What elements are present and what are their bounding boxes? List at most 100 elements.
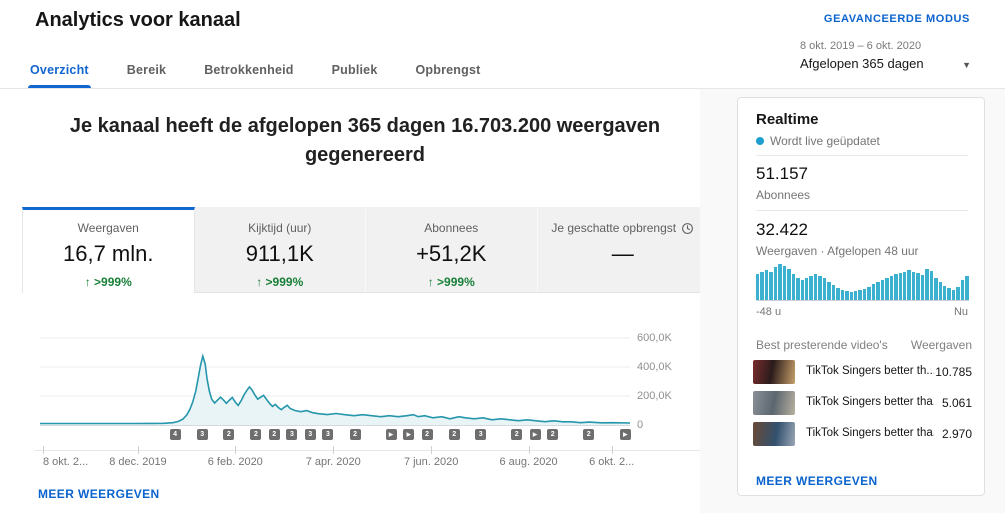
realtime-bar — [956, 287, 960, 300]
realtime-bar — [947, 288, 951, 300]
realtime-bar — [827, 282, 831, 300]
realtime-subscribers-label: Abonnees — [756, 188, 811, 202]
upload-marker-count[interactable]: 2 — [448, 429, 460, 440]
upload-marker-count[interactable]: 2 — [583, 429, 595, 440]
upload-marker-play-icon[interactable]: ▶ — [619, 429, 631, 440]
tab-betrokkenheid[interactable]: Betrokkenheid — [204, 63, 294, 77]
realtime-bar — [929, 271, 934, 300]
realtime-bar — [934, 278, 938, 300]
upload-marker-play-icon[interactable]: ▶ — [403, 429, 415, 440]
realtime-bar — [920, 274, 925, 300]
video-list-item[interactable]: TikTok Singers better tha... 2.970 — [738, 422, 984, 448]
views-area-chart — [40, 330, 631, 426]
upload-marker-count[interactable]: 2 — [421, 429, 433, 440]
active-tab-underline — [28, 85, 91, 88]
metric-value: 911,1K — [245, 241, 314, 266]
y-axis-tick-label: 0 — [637, 419, 644, 431]
x-axis-tick — [528, 446, 530, 454]
top-videos-header: Best presterende video's — [756, 338, 888, 352]
tab-opbrengst[interactable]: Opbrengst — [415, 63, 481, 77]
realtime-bar — [880, 279, 885, 300]
metric-card-opbrengst[interactable]: Je geschatte opbrengst — — [536, 207, 708, 293]
x-axis-tick — [235, 446, 237, 454]
x-axis-label: 6 feb. 2020 — [207, 456, 263, 468]
upload-marker-count[interactable]: 2 — [268, 429, 280, 440]
realtime-bar — [902, 271, 907, 300]
realtime-views-value: 32.422 — [756, 220, 808, 239]
upload-marker-count[interactable]: 3 — [196, 429, 208, 440]
video-thumbnail — [753, 422, 795, 446]
upload-marker-count[interactable]: 4 — [169, 429, 181, 440]
upload-marker-count[interactable]: 2 — [547, 429, 559, 440]
date-range-text: 8 okt. 2019 – 6 okt. 2020 — [800, 40, 922, 52]
upload-marker-count[interactable]: 3 — [286, 429, 298, 440]
metric-card-abonnees[interactable]: Abonnees +51,2K ↑ >999% — [365, 207, 537, 293]
tab-publiek[interactable]: Publiek — [331, 63, 378, 77]
live-status: Wordt live geüpdatet — [756, 134, 880, 148]
tab-bereik[interactable]: Bereik — [126, 63, 167, 77]
x-axis-label: 8 dec. 2019 — [109, 456, 167, 468]
summary-headline: Je kanaal heeft de afgelopen 365 dagen 1… — [69, 115, 661, 166]
metric-card-weergaven[interactable]: Weergaven 16,7 mln. ↑ >999% — [22, 207, 195, 293]
realtime-48h-bar-chart — [756, 264, 969, 301]
realtime-bar — [791, 274, 796, 300]
show-more-link-sidebar[interactable]: MEER WEERGEVEN — [756, 474, 878, 488]
analytics-tabs: Overzicht Bereik Betrokkenheid Publiek O… — [28, 55, 482, 88]
realtime-bar — [885, 277, 889, 300]
realtime-bar — [818, 275, 822, 300]
realtime-bar — [876, 282, 880, 300]
realtime-bar — [853, 291, 858, 300]
metric-label: Kijktijd (uur) — [248, 221, 312, 235]
video-thumbnail — [753, 360, 795, 384]
video-views: 2.970 — [941, 427, 972, 441]
divider — [756, 155, 968, 156]
realtime-bar — [960, 280, 965, 300]
x-axis-label: 7 apr. 2020 — [305, 456, 361, 468]
x-axis-tick — [431, 446, 433, 454]
upload-marker-play-icon[interactable]: ▶ — [385, 429, 397, 440]
video-list-item[interactable]: TikTok Singers better th... 10.785 — [738, 360, 984, 386]
upload-marker-count[interactable]: 3 — [304, 429, 316, 440]
upload-marker-play-icon[interactable]: ▶ — [529, 429, 541, 440]
upload-marker-count[interactable]: 2 — [250, 429, 262, 440]
x-axis-line — [35, 450, 703, 451]
video-title: TikTok Singers better th... — [806, 365, 934, 377]
x-axis-label: 6 okt. 2... — [589, 456, 635, 468]
video-list-item[interactable]: TikTok Singers better tha... 5.061 — [738, 391, 984, 417]
advanced-mode-link[interactable]: GEAVANCEERDE MODUS — [823, 13, 970, 25]
metric-delta: ↑ >999% — [427, 275, 475, 289]
chevron-down-icon: ▼ — [962, 60, 971, 70]
realtime-bar — [858, 290, 862, 300]
upload-marker-count[interactable]: 2 — [511, 429, 523, 440]
realtime-axis-start: -48 u — [756, 306, 782, 318]
realtime-bar — [796, 277, 800, 300]
realtime-bar — [862, 289, 867, 300]
upload-marker-count[interactable]: 3 — [475, 429, 487, 440]
realtime-bar — [889, 275, 894, 300]
realtime-bar — [769, 271, 773, 300]
x-axis-tick — [611, 446, 613, 454]
realtime-views-label: Weergaven · Afgelopen 48 uur — [756, 244, 919, 258]
realtime-bar — [756, 274, 760, 300]
realtime-bar — [809, 275, 813, 300]
date-range-selector[interactable]: 8 okt. 2019 – 6 okt. 2020 Afgelopen 365 … — [800, 40, 975, 71]
page-title: Analytics voor kanaal — [35, 9, 241, 31]
upload-marker-count[interactable]: 3 — [322, 429, 334, 440]
video-views: 10.785 — [935, 365, 972, 379]
tab-overzicht[interactable]: Overzicht — [28, 55, 91, 88]
upload-marker-count[interactable]: 2 — [349, 429, 361, 440]
metric-value: +51,2K — [416, 241, 487, 266]
realtime-bar — [965, 275, 969, 300]
x-axis-label: 6 aug. 2020 — [499, 456, 558, 468]
show-more-link-main[interactable]: MEER WEERGEVEN — [38, 487, 160, 501]
upload-marker-count[interactable]: 2 — [223, 429, 235, 440]
x-axis-label: 7 jun. 2020 — [403, 456, 459, 468]
realtime-bar — [778, 264, 782, 300]
realtime-bar — [871, 283, 876, 300]
area-chart-svg — [40, 337, 631, 426]
realtime-title: Realtime — [756, 111, 819, 128]
video-thumbnail — [753, 391, 795, 415]
area-fill — [40, 356, 630, 425]
metric-card-kijktijd[interactable]: Kijktijd (uur) 911,1K ↑ >999% — [194, 207, 365, 293]
